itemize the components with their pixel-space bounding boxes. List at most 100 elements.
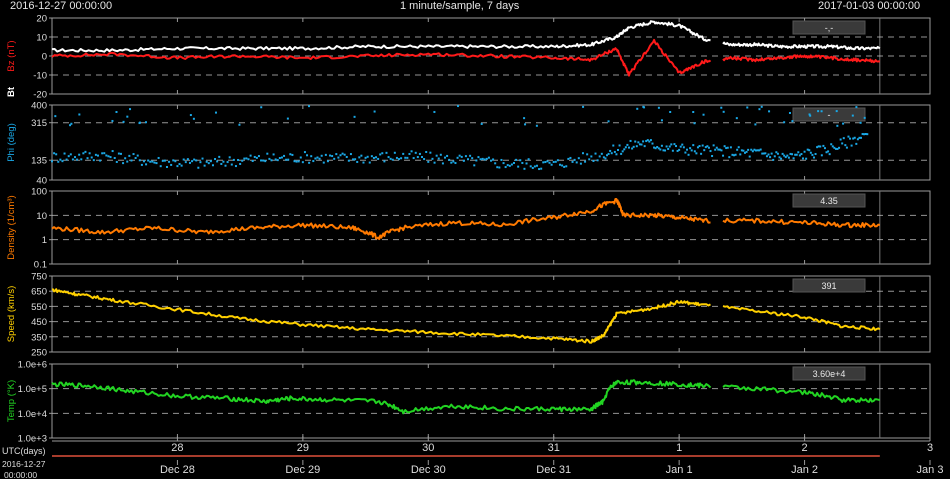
data-point (817, 110, 820, 113)
y-axis-label: Phi (deg) (6, 123, 17, 162)
data-point (249, 154, 252, 157)
data-point (812, 156, 815, 159)
data-point (80, 158, 83, 161)
data-point (165, 165, 168, 168)
data-point (510, 163, 513, 166)
data-point (842, 137, 845, 140)
panel-speed (49, 275, 931, 353)
data-point (632, 145, 635, 148)
data-point (550, 163, 553, 166)
data-point (772, 158, 775, 161)
data-point (735, 117, 738, 120)
data-point (729, 146, 732, 149)
data-point (301, 161, 304, 164)
data-point (825, 151, 828, 154)
data-point (349, 153, 352, 156)
data-point (544, 161, 547, 164)
timeline-start-date: 2016-12-27 (2, 459, 46, 469)
data-point (864, 133, 867, 136)
data-point (331, 155, 334, 158)
readout-value: 4.35 (820, 196, 838, 206)
data-point (866, 133, 869, 136)
data-point (624, 146, 627, 149)
data-point (412, 157, 415, 160)
data-point (291, 153, 294, 156)
data-point (696, 146, 699, 149)
data-point (105, 154, 108, 157)
data-point (709, 150, 712, 153)
date-tick-label: Dec 31 (536, 464, 571, 476)
data-point (203, 164, 206, 167)
data-point (849, 137, 852, 140)
data-point (308, 161, 311, 164)
data-point (418, 152, 421, 155)
data-point (147, 159, 150, 162)
data-point (138, 121, 141, 124)
data-point (163, 159, 166, 162)
data-point (481, 157, 484, 160)
data-point (322, 161, 325, 164)
data-point (142, 160, 145, 163)
data-point (833, 146, 836, 149)
data-point (687, 153, 690, 156)
data-point (828, 153, 831, 156)
day-tick-label: 3 (927, 442, 933, 454)
data-point (594, 152, 597, 155)
data-point (860, 136, 863, 139)
data-point (446, 154, 449, 157)
data-point (754, 149, 757, 152)
y-axis-label: Bz (nT) (6, 40, 17, 71)
data-point (287, 158, 290, 161)
data-point (326, 160, 329, 163)
data-point (702, 113, 705, 116)
data-point (257, 155, 260, 158)
data-point (205, 160, 208, 163)
data-point (395, 156, 398, 159)
data-point (134, 157, 137, 160)
data-point (295, 160, 298, 163)
data-point (538, 168, 541, 171)
data-point (280, 156, 283, 159)
data-point (789, 152, 792, 155)
data-point (723, 145, 726, 148)
data-point (742, 149, 745, 152)
data-point (855, 106, 858, 109)
data-point (272, 153, 275, 156)
data-point (586, 153, 589, 156)
data-point (55, 153, 58, 156)
data-point (153, 161, 156, 164)
data-point (441, 162, 444, 165)
data-point (567, 157, 570, 160)
data-point (161, 159, 164, 162)
data-point (692, 144, 695, 147)
data-point (63, 152, 66, 155)
data-point (356, 160, 359, 163)
data-point (138, 159, 141, 162)
data-point (830, 143, 833, 146)
data-point (787, 156, 790, 159)
data-point (113, 157, 116, 160)
date-tick-label: Jan 3 (917, 464, 944, 476)
data-point (69, 124, 72, 127)
data-point (318, 157, 321, 160)
data-point (99, 159, 102, 162)
data-point (792, 157, 795, 160)
data-point (73, 156, 76, 159)
data-point (845, 146, 848, 149)
data-point (684, 151, 687, 154)
data-point (180, 164, 183, 167)
data-point (65, 158, 68, 161)
data-point (94, 153, 97, 156)
data-point (863, 133, 866, 136)
data-point (646, 139, 649, 142)
date-tick-label: Dec 29 (285, 464, 320, 476)
data-point (747, 148, 750, 151)
data-point (189, 114, 192, 117)
y-tick-label: 1.0e+3 (18, 434, 47, 445)
y-axis-label: Density (1/cm³) (6, 195, 17, 259)
data-point (343, 153, 346, 156)
data-point (654, 147, 657, 150)
panel-density (49, 190, 931, 265)
panel-frame (51, 104, 931, 181)
data-point (649, 139, 652, 142)
